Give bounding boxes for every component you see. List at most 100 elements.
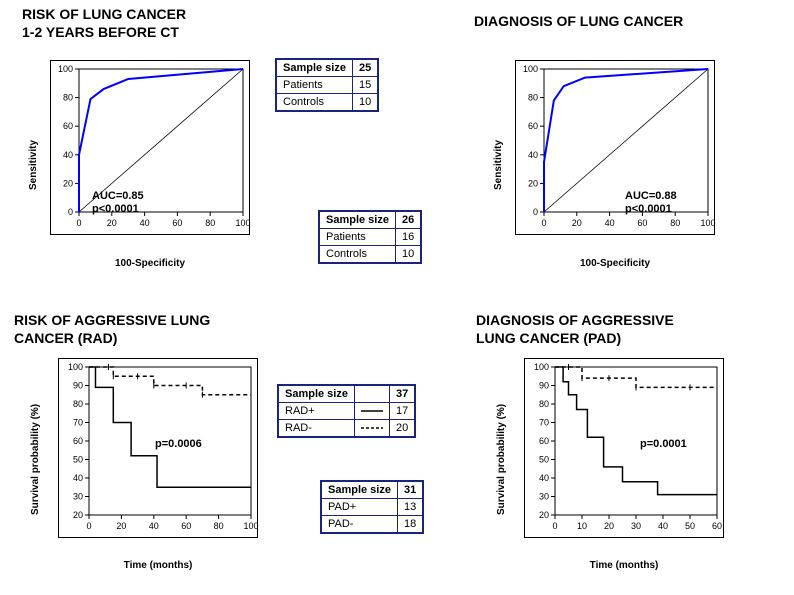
t2-h0: Sample size: [319, 211, 395, 229]
t3-r0c1: 17: [389, 403, 415, 420]
svg-text:60: 60: [637, 218, 647, 228]
svg-text:0: 0: [552, 521, 557, 531]
t3-h0: Sample size: [278, 385, 354, 403]
t3-r0c0: RAD+: [278, 403, 354, 420]
t4-h1: 31: [397, 481, 423, 499]
svg-text:90: 90: [73, 381, 83, 391]
svg-text:40: 40: [140, 218, 150, 228]
svg-text:60: 60: [539, 436, 549, 446]
km-left-ylabel: Survival probability (%): [30, 404, 41, 515]
title-bottom-left: RISK OF AGGRESSIVE LUNG CANCER (RAD): [14, 312, 210, 347]
t3-h1: 37: [389, 385, 415, 403]
svg-text:80: 80: [73, 399, 83, 409]
svg-text:100: 100: [534, 362, 549, 372]
svg-text:70: 70: [73, 418, 83, 428]
svg-text:80: 80: [63, 93, 73, 103]
svg-text:0: 0: [86, 521, 91, 531]
svg-text:80: 80: [205, 218, 215, 228]
table-t3: Sample size 37 RAD+ 17 RAD- 20: [277, 384, 416, 438]
t1-r0c1: 15: [352, 77, 378, 94]
t2-r0c1: 16: [395, 229, 421, 246]
km-right-p: p=0.0001: [640, 438, 687, 451]
roc-left-auc: AUC=0.85 p<0.0001: [92, 190, 144, 216]
svg-text:80: 80: [670, 218, 680, 228]
roc-right-ylabel: Sensitivity: [493, 140, 504, 190]
svg-text:20: 20: [116, 521, 126, 531]
svg-text:20: 20: [528, 178, 538, 188]
svg-text:60: 60: [181, 521, 191, 531]
t1-h0: Sample size: [276, 59, 352, 77]
svg-text:20: 20: [63, 178, 73, 188]
svg-text:20: 20: [539, 510, 549, 520]
svg-text:70: 70: [539, 418, 549, 428]
svg-text:90: 90: [539, 381, 549, 391]
table-t4: Sample size31 PAD+13 PAD-18: [320, 480, 424, 534]
t3-r1c1: 20: [389, 420, 415, 438]
t4-r1c1: 18: [397, 516, 423, 534]
svg-text:60: 60: [73, 436, 83, 446]
title-top-left: RISK OF LUNG CANCER 1-2 YEARS BEFORE CT: [22, 6, 186, 41]
roc-chart-left: 020406080100020406080100: [50, 60, 250, 235]
roc-left-svg: 020406080100020406080100: [51, 61, 251, 236]
svg-text:0: 0: [541, 218, 546, 228]
roc-chart-right: 020406080100020406080100: [515, 60, 715, 235]
svg-text:100: 100: [68, 362, 83, 372]
svg-text:10: 10: [577, 521, 587, 531]
svg-text:100: 100: [235, 218, 250, 228]
table-t1: Sample size25 Patients15 Controls10: [275, 58, 379, 112]
roc-left-ylabel: Sensitivity: [28, 140, 39, 190]
svg-text:100: 100: [700, 218, 715, 228]
svg-text:80: 80: [539, 399, 549, 409]
svg-text:20: 20: [572, 218, 582, 228]
km-right-svg: 0 10 20 30 40 50 60 20 30 40 50 60 70 80 90 100: [525, 359, 725, 539]
svg-text:50: 50: [73, 455, 83, 465]
t3-dash-dashed: [354, 420, 389, 438]
svg-text:100: 100: [58, 64, 73, 74]
t2-r1c1: 10: [395, 246, 421, 264]
svg-text:50: 50: [685, 521, 695, 531]
svg-text:40: 40: [149, 521, 159, 531]
title-bottom-right: DIAGNOSIS OF AGGRESSIVE LUNG CANCER (PAD…: [476, 312, 674, 347]
t3-r1c0: RAD-: [278, 420, 354, 438]
svg-text:20: 20: [73, 510, 83, 520]
t2-h1: 26: [395, 211, 421, 229]
svg-text:40: 40: [528, 150, 538, 160]
svg-text:60: 60: [172, 218, 182, 228]
svg-text:100: 100: [523, 64, 538, 74]
svg-text:20: 20: [604, 521, 614, 531]
svg-text:40: 40: [73, 473, 83, 483]
svg-text:60: 60: [712, 521, 722, 531]
t1-h1: 25: [352, 59, 378, 77]
svg-text:0: 0: [533, 207, 538, 217]
svg-text:50: 50: [539, 455, 549, 465]
svg-text:40: 40: [63, 150, 73, 160]
svg-text:20: 20: [107, 218, 117, 228]
svg-text:80: 80: [214, 521, 224, 531]
title-top-right: DIAGNOSIS OF LUNG CANCER: [474, 13, 683, 29]
t1-r0c0: Patients: [276, 77, 352, 94]
km-chart-right: 0 10 20 30 40 50 60 20 30 40 50 60 70 80 90 100: [524, 358, 724, 538]
km-left-p: p=0.0006: [155, 438, 202, 451]
t1-r1c0: Controls: [276, 94, 352, 112]
roc-right-auc: AUC=0.88 p<0.0001: [625, 190, 677, 216]
t4-r1c0: PAD-: [321, 516, 397, 534]
t4-r0c1: 13: [397, 499, 423, 516]
svg-text:30: 30: [631, 521, 641, 531]
svg-text:40: 40: [539, 473, 549, 483]
svg-text:0: 0: [68, 207, 73, 217]
table-t2: Sample size26 Patients16 Controls10: [318, 210, 422, 264]
roc-right-xlabel: 100-Specificity: [515, 258, 715, 269]
svg-text:100: 100: [243, 521, 258, 531]
svg-text:60: 60: [63, 121, 73, 131]
svg-text:30: 30: [73, 492, 83, 502]
svg-text:80: 80: [528, 93, 538, 103]
km-right-ylabel: Survival probability (%): [496, 404, 507, 515]
t4-h0: Sample size: [321, 481, 397, 499]
svg-text:30: 30: [539, 492, 549, 502]
svg-text:40: 40: [658, 521, 668, 531]
t1-r1c1: 10: [352, 94, 378, 112]
t4-r0c0: PAD+: [321, 499, 397, 516]
roc-left-xlabel: 100-Specificity: [50, 258, 250, 269]
t2-r0c0: Patients: [319, 229, 395, 246]
roc-right-svg: 020406080100020406080100: [516, 61, 716, 236]
